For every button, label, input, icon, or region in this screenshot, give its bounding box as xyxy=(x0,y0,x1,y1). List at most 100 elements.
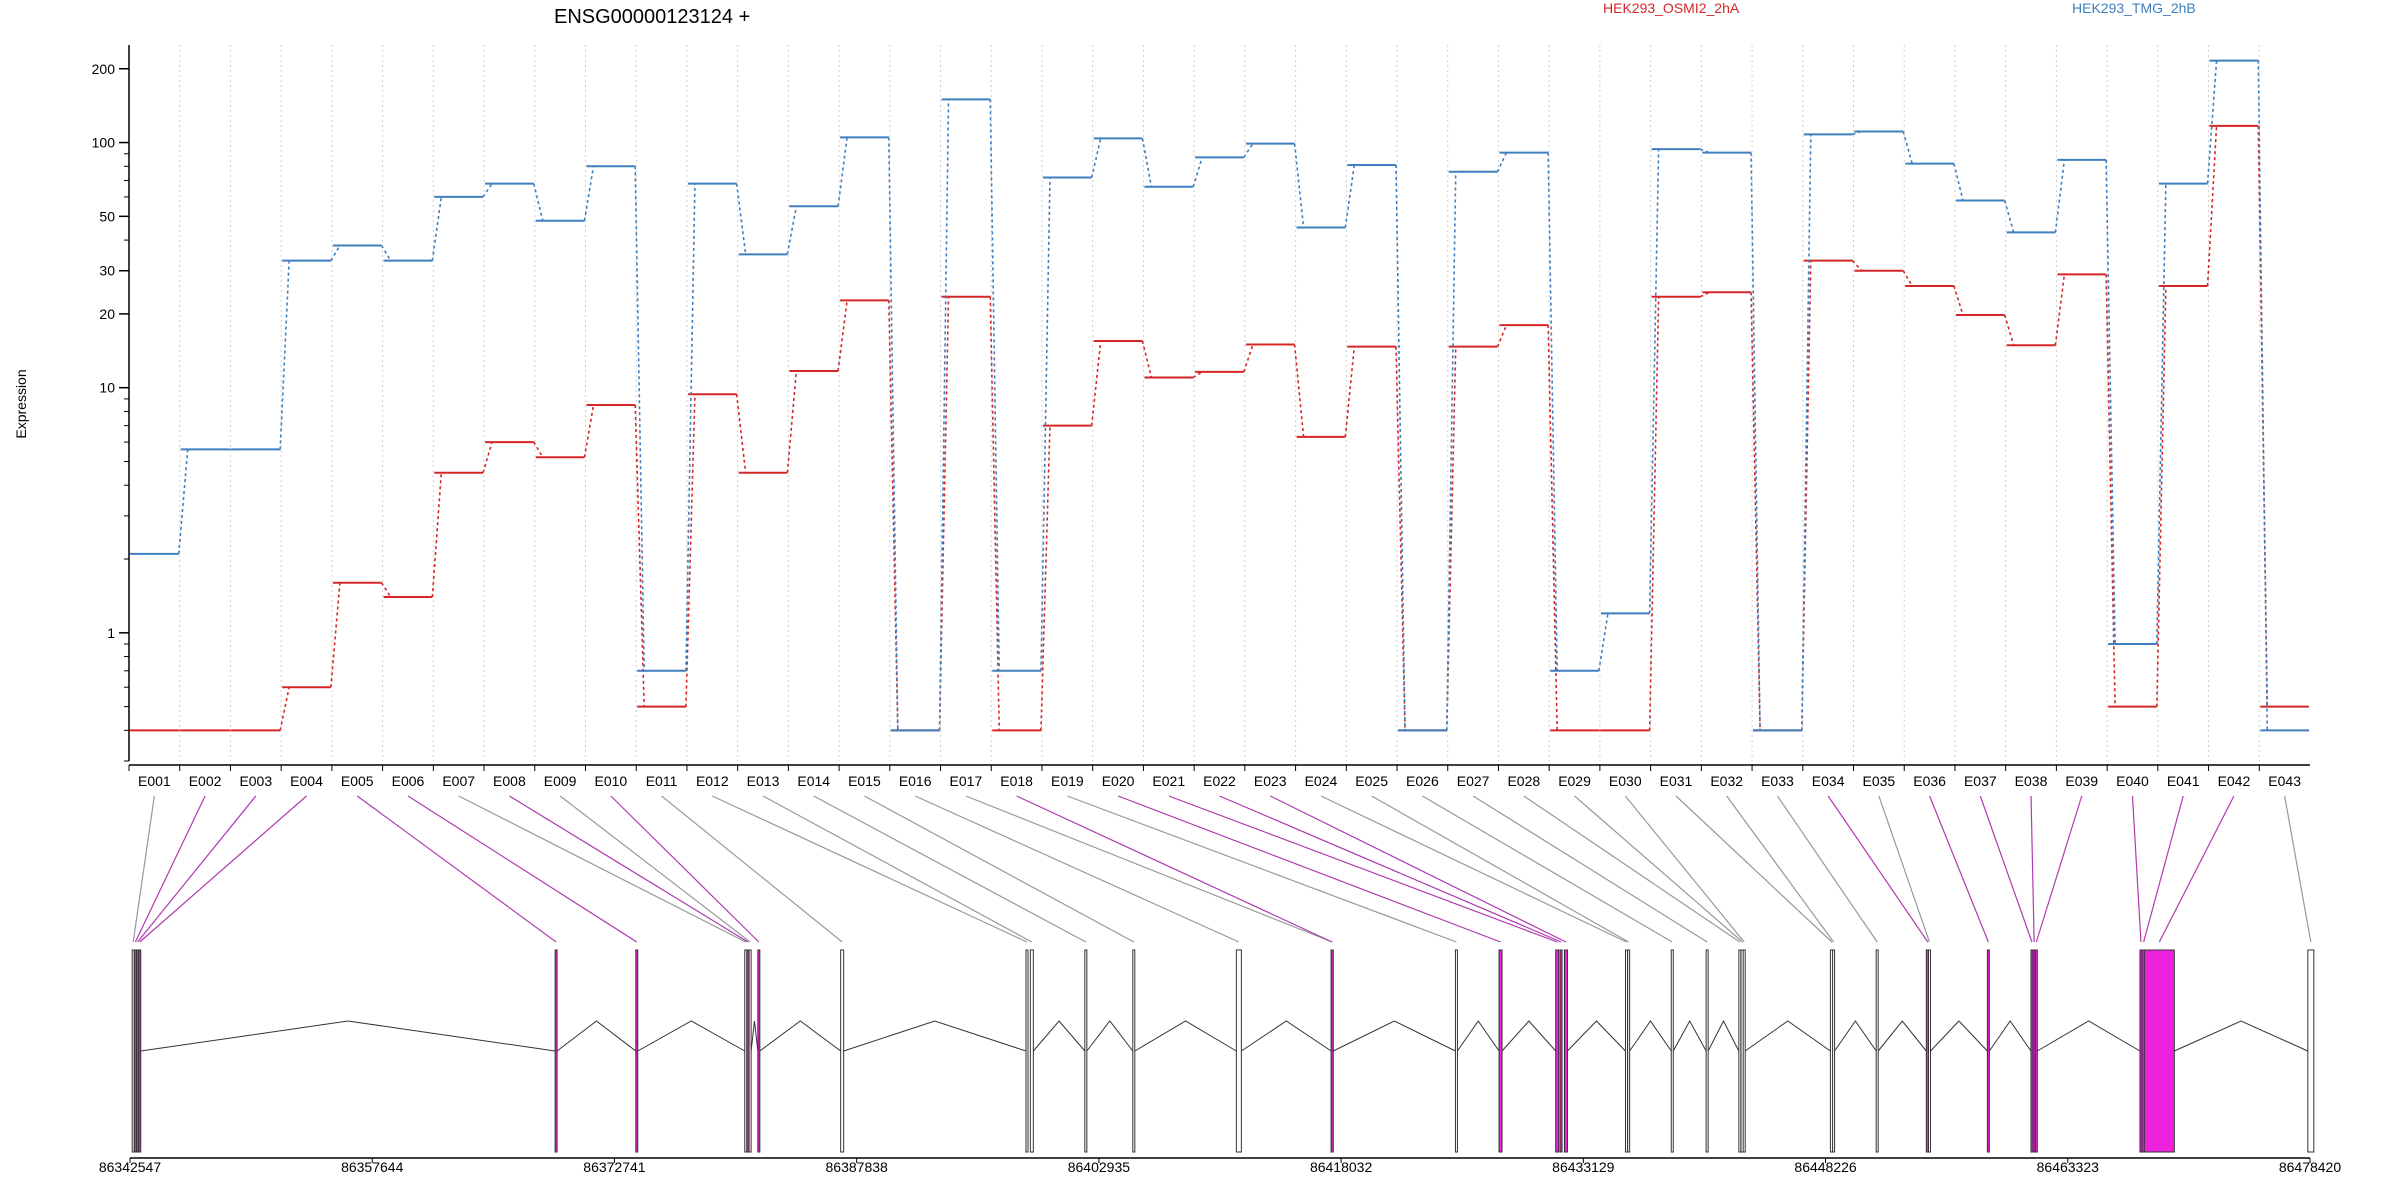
series-connector xyxy=(482,441,493,473)
intron-line xyxy=(750,1020,759,1052)
exon-connector xyxy=(813,795,1087,943)
exon-label: E041 xyxy=(2167,773,2200,789)
exon-connector xyxy=(965,795,1333,943)
series-connector xyxy=(1344,164,1356,228)
y-tick-label: 50 xyxy=(99,208,115,224)
exon-tick-labels: E001 E002 E003 E004 E005 E006 E007 E008 E009 E010… xyxy=(138,773,2301,789)
exon-block xyxy=(1132,949,1136,1153)
series-connector xyxy=(330,245,341,261)
exon-connector xyxy=(1878,795,1931,943)
exon-label: E029 xyxy=(1558,773,1591,789)
series-connector xyxy=(1293,143,1305,228)
y-tick-label: 10 xyxy=(99,380,115,396)
exon-connector xyxy=(1320,795,1627,943)
intron-line xyxy=(759,1020,841,1052)
intron-line xyxy=(1457,1020,1500,1052)
series-connector xyxy=(1395,346,1406,731)
exon-connector xyxy=(610,795,760,943)
grid-lines xyxy=(179,45,2260,761)
exon-connector xyxy=(1371,795,1629,943)
exon-connector xyxy=(2131,795,2142,943)
series-connector xyxy=(1192,157,1203,188)
series-connector xyxy=(2003,314,2015,346)
exon-connector xyxy=(1269,795,1567,943)
series-connector xyxy=(279,687,290,731)
intron-line xyxy=(2037,1020,2141,1052)
series-connector xyxy=(2156,285,2167,707)
exon-label: E020 xyxy=(1102,773,1135,789)
exon-connector xyxy=(1067,795,1457,943)
exon-label: E034 xyxy=(1812,773,1845,789)
exon-connector xyxy=(1827,795,1929,943)
exon-connector xyxy=(1219,795,1562,943)
intron-line xyxy=(1032,1020,1086,1052)
genomic-tick-label: 86463323 xyxy=(2037,1159,2100,1175)
genomic-tick-label: 86418032 xyxy=(1310,1159,1373,1175)
exon-connector xyxy=(137,795,257,943)
exon-block xyxy=(1627,949,1631,1153)
series-lines xyxy=(130,59,2309,732)
series-2 xyxy=(130,59,2309,732)
exon-block xyxy=(635,949,639,1153)
exon-connector xyxy=(914,795,1240,943)
exon-connector xyxy=(2284,795,2312,943)
series-connector xyxy=(1141,138,1153,187)
series-connector xyxy=(1395,164,1406,731)
exon-label: E013 xyxy=(747,773,780,789)
exon-block xyxy=(1235,949,1242,1153)
intron-line xyxy=(1672,1019,1707,1052)
exon-label: E007 xyxy=(442,773,475,789)
legend-series-1: HEK293_OSMI2_2hA xyxy=(1603,0,1740,16)
genomic-tick-label: 86433129 xyxy=(1552,1159,1615,1175)
series-connector xyxy=(2105,274,2116,707)
exon-label: E002 xyxy=(189,773,222,789)
exon-label: E021 xyxy=(1152,773,1185,789)
exon-connector xyxy=(1472,795,1708,943)
series-connector xyxy=(380,582,392,598)
series-connector xyxy=(685,394,696,707)
exon-connector xyxy=(762,795,1033,943)
exon-label: E035 xyxy=(1863,773,1896,789)
series-connector xyxy=(1953,285,1964,316)
exon-block xyxy=(1705,949,1709,1153)
series-connector xyxy=(1496,324,1508,347)
genomic-tick-label: 86372741 xyxy=(583,1159,646,1175)
exon-connector xyxy=(2030,795,2035,943)
intron-line xyxy=(1629,1020,1672,1052)
genomic-tick-label: 86402935 xyxy=(1068,1159,1131,1175)
y-tick-label: 20 xyxy=(99,306,115,322)
y-tick-label: 200 xyxy=(92,61,116,77)
exon-label: E006 xyxy=(392,773,425,789)
exon-label: E032 xyxy=(1710,773,1743,789)
series-connector xyxy=(533,441,544,458)
y-tick-label: 30 xyxy=(99,263,115,279)
series-connector xyxy=(1547,325,1558,731)
exon-label: E005 xyxy=(341,773,374,789)
exon-connector xyxy=(1574,795,1743,943)
exon-connector xyxy=(139,795,307,943)
intron-line xyxy=(1134,1020,1237,1052)
exon-connectors xyxy=(132,795,2312,943)
exon-connector xyxy=(458,795,747,943)
y-tick-label: 1 xyxy=(107,625,115,641)
exon-connector xyxy=(1776,795,1878,943)
exon-connector xyxy=(864,795,1135,943)
exon-label: E023 xyxy=(1254,773,1287,789)
exon-block xyxy=(2307,949,2315,1153)
exon-block xyxy=(840,949,845,1153)
exon-label: E042 xyxy=(2218,773,2251,789)
exon-label: E026 xyxy=(1406,773,1439,789)
series-connector xyxy=(888,137,899,731)
series-connector xyxy=(583,166,595,221)
exon-connector xyxy=(1979,795,2033,943)
exon-label: E008 xyxy=(493,773,526,789)
intron-line xyxy=(1567,1020,1626,1052)
exon-label: E038 xyxy=(2015,773,2048,789)
series-connector xyxy=(482,183,493,198)
intron-line xyxy=(1877,1020,1927,1052)
exon-connector xyxy=(134,795,206,943)
genomic-tick-label: 86387838 xyxy=(826,1159,889,1175)
series-connector xyxy=(735,394,747,473)
exon-label: E017 xyxy=(950,773,983,789)
